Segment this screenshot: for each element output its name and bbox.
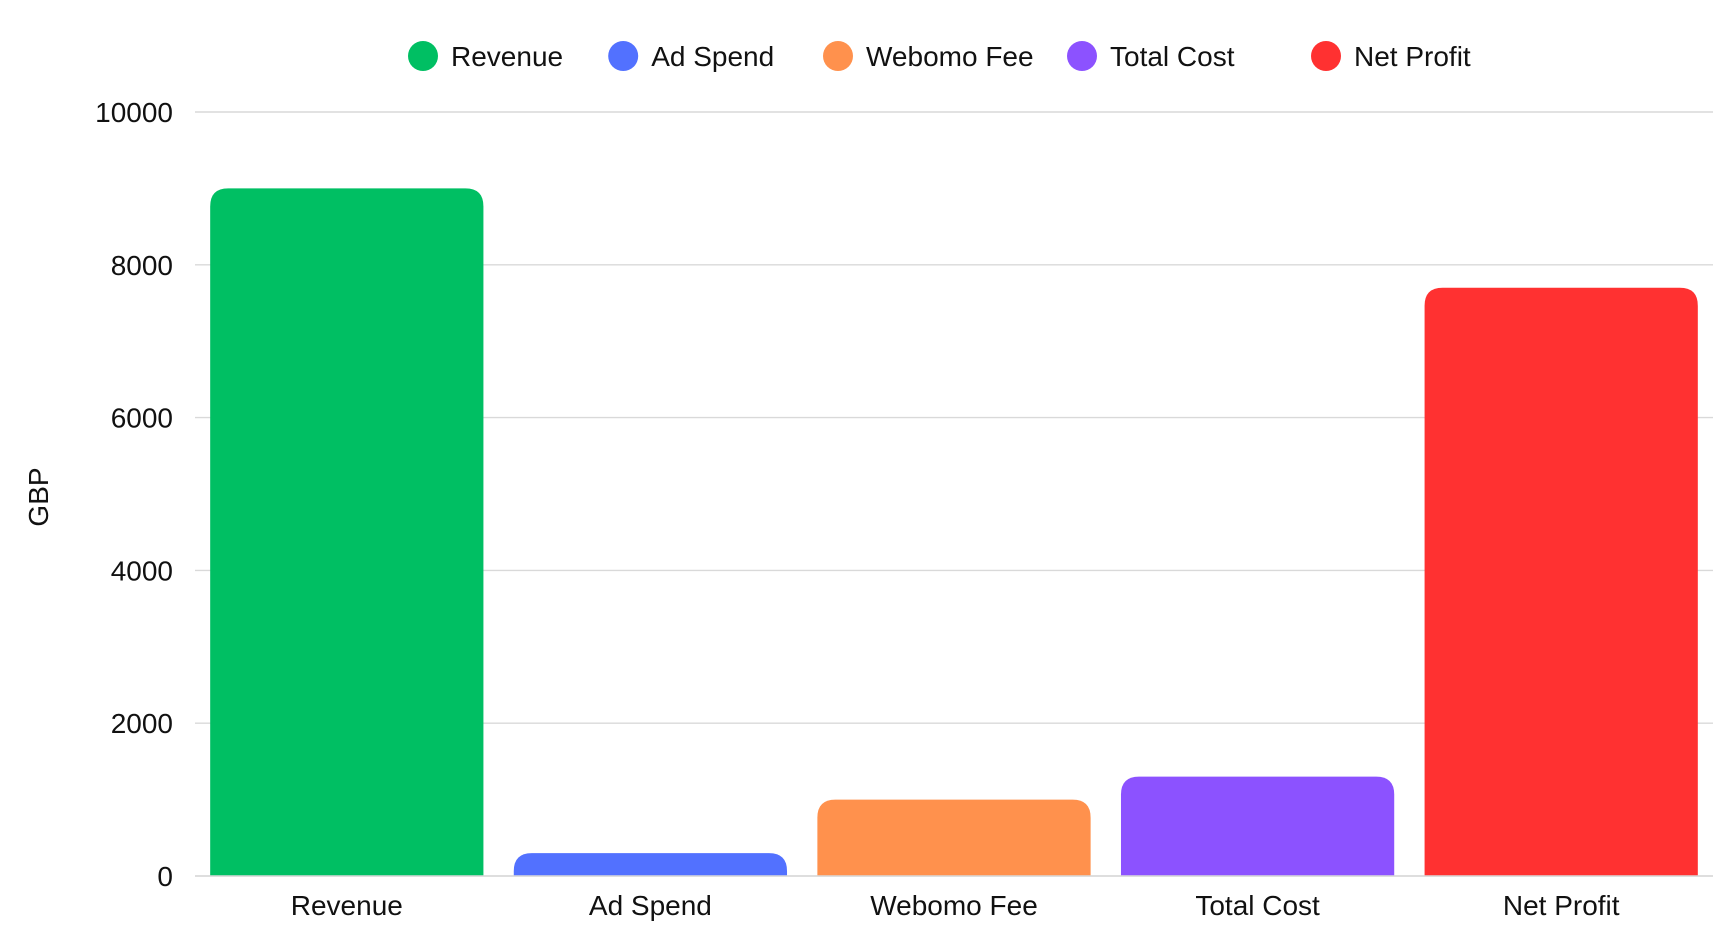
- y-axis-label: GBP: [23, 467, 54, 526]
- bar-net-profit: [1424, 287, 1698, 877]
- legend-item-webomo-fee: Webomo Fee: [823, 41, 1034, 72]
- x-tick-label: Total Cost: [1195, 890, 1320, 921]
- legend-swatch: [408, 41, 438, 71]
- legend-item-ad-spend: Ad Spend: [608, 41, 774, 72]
- bar-total-cost: [1120, 776, 1395, 876]
- legend-label: Revenue: [451, 41, 563, 72]
- legend-label: Net Profit: [1354, 41, 1471, 72]
- legend-swatch: [1067, 41, 1097, 71]
- bar-ad-spend: [513, 853, 788, 876]
- legend-swatch: [1311, 41, 1341, 71]
- x-tick-label: Webomo Fee: [870, 890, 1038, 921]
- y-tick-label: 8000: [111, 250, 173, 281]
- x-tick-label: Ad Spend: [589, 890, 712, 921]
- y-tick-label: 0: [157, 861, 173, 892]
- legend-swatch: [823, 41, 853, 71]
- legend-item-revenue: Revenue: [408, 41, 563, 72]
- y-tick-label: 6000: [111, 403, 173, 434]
- x-tick-label: Revenue: [291, 890, 403, 921]
- legend-label: Ad Spend: [651, 41, 774, 72]
- legend-label: Webomo Fee: [866, 41, 1034, 72]
- axes: 0 2000 4000 6000 8000 10000 Revenue Ad Spend Web…: [95, 97, 1713, 921]
- y-tick-label: 4000: [111, 555, 173, 586]
- legend-item-net-profit: Net Profit: [1311, 41, 1471, 72]
- x-tick-label: Net Profit: [1503, 890, 1620, 921]
- legend-label: Total Cost: [1110, 41, 1235, 72]
- y-tick-label: 2000: [111, 708, 173, 739]
- bar-webomo-fee: [817, 799, 1091, 876]
- legend-swatch: [608, 41, 639, 71]
- bar-revenue: [210, 188, 484, 876]
- legend-item-total-cost: Total Cost: [1067, 41, 1235, 72]
- bars: [210, 188, 1698, 877]
- y-tick-label: 10000: [95, 97, 173, 128]
- legend: Revenue Ad Spend Webomo Fee Total Cost Net P…: [408, 41, 1471, 72]
